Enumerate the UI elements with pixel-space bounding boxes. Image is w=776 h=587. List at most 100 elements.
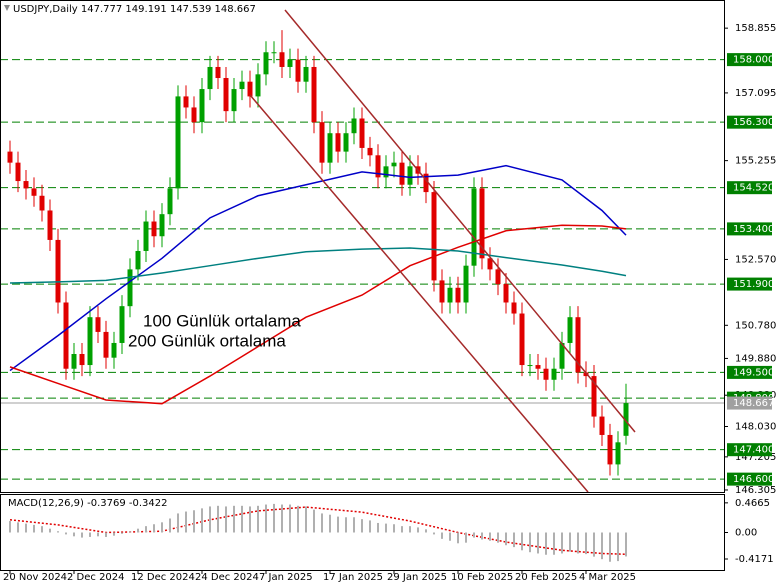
candle-body <box>319 122 325 163</box>
candle-body <box>15 162 21 182</box>
candle-body <box>151 221 157 237</box>
level-label: 146.600 <box>733 474 774 485</box>
macd-y-tick-label: 0.00 <box>735 528 757 539</box>
candle-body <box>311 66 317 123</box>
candle-body <box>31 188 37 196</box>
price-box <box>727 396 772 410</box>
candle-body <box>351 118 357 134</box>
candle-body <box>399 162 405 185</box>
candle-body <box>503 284 509 303</box>
candle-body <box>607 434 613 465</box>
candle-body <box>199 89 205 123</box>
candle-body <box>167 188 173 215</box>
candle-body <box>287 59 293 67</box>
candle-body <box>215 66 221 79</box>
y-tick-label: 152.570 <box>735 254 776 265</box>
candle-body <box>103 331 109 358</box>
x-tick-label: 12 Dec 2024 <box>131 572 195 583</box>
candle-body <box>583 372 589 377</box>
candle-body <box>487 258 493 270</box>
x-tick-label: 24 Dec 2024 <box>195 572 259 583</box>
candle-body <box>543 368 549 380</box>
candle-body <box>279 52 285 67</box>
level-label: 151.900 <box>733 279 774 290</box>
candle-body <box>255 74 261 97</box>
candle-body <box>383 166 389 178</box>
candle-body <box>191 107 197 123</box>
x-tick-label: 10 Feb 2025 <box>451 572 513 583</box>
level-box <box>727 472 772 486</box>
price-label: 148.667 <box>733 398 774 409</box>
candle-body <box>119 306 125 343</box>
candle-body <box>567 317 573 343</box>
y-tick-label: 147.205 <box>735 452 776 463</box>
candle-body <box>575 317 581 373</box>
candle-body <box>623 403 629 436</box>
candle-body <box>391 162 397 167</box>
candle-body <box>615 442 621 465</box>
candle-body <box>327 133 333 163</box>
candle-body <box>375 155 381 178</box>
level-label: 153.400 <box>733 224 774 235</box>
candle-body <box>559 342 565 369</box>
y-tick-label: 149.880 <box>735 353 776 364</box>
candle-body <box>423 173 429 193</box>
candle-body <box>71 354 77 369</box>
y-tick-label: 148.030 <box>735 421 776 432</box>
candle-body <box>599 416 605 435</box>
level-box <box>727 443 772 457</box>
level-box <box>727 115 772 129</box>
candle-body <box>63 302 69 369</box>
y-tick-label: 157.095 <box>735 88 776 99</box>
level-label: 149.500 <box>733 367 774 378</box>
level-box <box>727 53 772 67</box>
annotation-200: 200 Günlük ortalama <box>128 331 286 350</box>
candle-body <box>367 147 373 156</box>
chart-title: USDJPY,Daily 147.777 149.191 147.539 148… <box>13 4 256 15</box>
x-tick-label: 29 Jan 2025 <box>387 572 447 583</box>
candle-body <box>439 280 445 303</box>
candle-body <box>359 118 365 148</box>
candle-body <box>447 287 453 303</box>
level-box <box>727 181 772 195</box>
candle-body <box>231 89 237 112</box>
candle-body <box>95 317 101 332</box>
ma-line <box>9 247 627 284</box>
candle-body <box>87 317 93 366</box>
candle-body <box>175 96 181 189</box>
candle-body <box>407 166 413 185</box>
candle-body <box>183 96 189 108</box>
annotation-100: 100 Günlük ortalama <box>143 311 301 330</box>
candle-body <box>23 181 29 189</box>
candle-body <box>263 52 269 75</box>
candle-body <box>143 221 149 251</box>
channel-upper <box>284 9 636 433</box>
macd-y-tick-label: 0.4665 <box>735 498 770 509</box>
ma-line <box>9 224 627 405</box>
ma-line <box>9 164 627 372</box>
candle-body <box>551 368 557 380</box>
candle-body <box>55 239 61 303</box>
level-box <box>727 222 772 236</box>
y-tick-label: 150.780 <box>735 320 776 331</box>
x-tick-label: 20 Feb 2025 <box>515 572 577 583</box>
candle-body <box>303 66 309 82</box>
candle-body <box>39 195 45 211</box>
symbol-icon <box>4 5 10 11</box>
candle-body <box>239 81 245 90</box>
candle-body <box>271 52 277 54</box>
candle-body <box>343 133 349 152</box>
y-tick-label: 146.305 <box>735 485 776 496</box>
candle-body <box>511 302 517 314</box>
level-box <box>727 277 772 291</box>
level-label: 147.400 <box>733 445 774 456</box>
candle-body <box>455 287 461 303</box>
level-label: 156.300 <box>733 117 774 128</box>
candle-body <box>591 376 597 417</box>
candle-body <box>79 354 85 366</box>
candle-body <box>127 269 133 307</box>
y-tick-label: 155.255 <box>735 156 776 167</box>
level-label: 158.000 <box>733 55 774 66</box>
